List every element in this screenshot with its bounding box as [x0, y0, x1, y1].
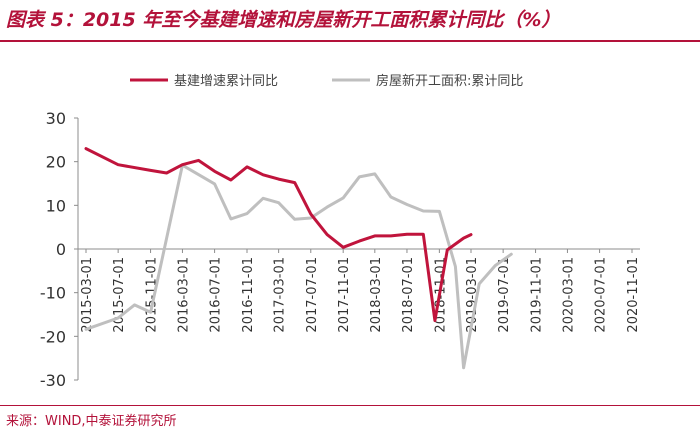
source-note: 来源：WIND,中泰证券研究所 [6, 414, 177, 429]
y-tick-label: 10 [46, 196, 66, 215]
chart-title: 图表 5：2015 年至今基建增速和房屋新开工面积累计同比（%） [6, 9, 561, 31]
y-tick-label: 30 [46, 109, 66, 128]
x-tick-label: 2020-07-01 [594, 257, 609, 333]
x-tick-label: 2018-03-01 [369, 257, 384, 333]
x-tick-label: 2015-11-01 [145, 257, 160, 333]
x-tick-label: 2016-07-01 [209, 257, 224, 333]
x-tick-label: 2016-11-01 [241, 257, 256, 333]
x-tick-label: 2018-07-01 [401, 257, 416, 333]
x-tick-label: 2015-03-01 [80, 257, 95, 333]
legend-label: 房屋新开工面积:累计同比 [376, 73, 523, 89]
x-tick-label: 2017-03-01 [273, 257, 288, 333]
y-tick-label: -30 [40, 371, 66, 390]
series-line-infrastructure [84, 147, 473, 323]
x-tick-label: 2019-07-01 [497, 257, 512, 333]
footer-divider [0, 405, 700, 406]
x-tick-label: 2017-07-01 [305, 257, 320, 333]
x-tick-label: 2015-07-01 [112, 257, 127, 333]
title-divider [0, 40, 700, 42]
x-tick-label: 2020-11-01 [626, 257, 641, 333]
x-tick-label: 2019-11-01 [530, 257, 545, 333]
x-tick-label: 2017-11-01 [337, 257, 352, 333]
x-tick-label: 2019-03-01 [465, 257, 480, 333]
x-tick-label: 2016-03-01 [176, 257, 191, 333]
y-tick-label: 0 [56, 240, 66, 259]
legend-label: 基建增速累计同比 [174, 74, 278, 89]
y-tick-label: -20 [40, 327, 66, 346]
x-tick-label: 2020-03-01 [561, 257, 576, 333]
y-tick-label: 20 [46, 153, 66, 172]
y-tick-label: -10 [40, 284, 66, 303]
line-chart: 基建增速累计同比 房屋新开工面积:累计同比 -30 -20 -10 0 10 20 30 2015… [40, 73, 641, 390]
